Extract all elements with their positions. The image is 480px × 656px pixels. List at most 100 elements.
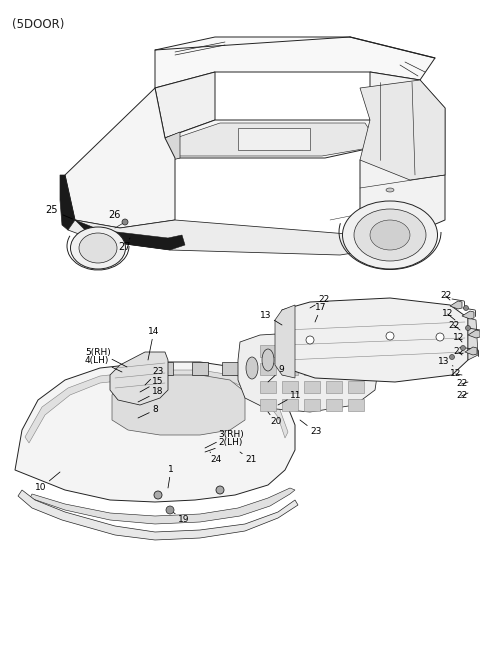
Polygon shape: [238, 332, 378, 412]
Polygon shape: [155, 37, 435, 88]
Text: 12: 12: [450, 369, 462, 379]
Circle shape: [122, 219, 128, 225]
Polygon shape: [60, 175, 75, 230]
Text: 5(RH): 5(RH): [85, 348, 127, 367]
Text: 22: 22: [453, 348, 464, 356]
Text: 12: 12: [453, 333, 464, 342]
Polygon shape: [326, 381, 342, 393]
Polygon shape: [260, 345, 276, 357]
Polygon shape: [360, 80, 445, 180]
Polygon shape: [238, 128, 310, 150]
Text: 25: 25: [45, 205, 72, 219]
Polygon shape: [282, 345, 298, 357]
Text: 22: 22: [310, 295, 329, 308]
Text: 11: 11: [278, 390, 301, 405]
Ellipse shape: [246, 357, 258, 379]
Ellipse shape: [262, 349, 274, 371]
Polygon shape: [282, 363, 298, 375]
Text: 2(LH): 2(LH): [205, 438, 242, 452]
Polygon shape: [165, 132, 180, 162]
Ellipse shape: [71, 227, 125, 269]
Text: 22: 22: [440, 291, 451, 300]
Circle shape: [166, 506, 174, 514]
Polygon shape: [260, 399, 276, 411]
Text: 22: 22: [448, 321, 460, 330]
Text: 1: 1: [168, 466, 174, 488]
Polygon shape: [326, 345, 342, 357]
Polygon shape: [170, 123, 380, 156]
Text: 21: 21: [240, 452, 256, 464]
Polygon shape: [112, 375, 245, 435]
Circle shape: [154, 491, 162, 499]
Polygon shape: [65, 88, 175, 228]
Polygon shape: [192, 362, 208, 375]
Polygon shape: [65, 218, 385, 255]
Text: 27: 27: [118, 238, 131, 252]
Polygon shape: [348, 345, 364, 357]
Polygon shape: [30, 488, 295, 524]
Text: 26: 26: [108, 210, 120, 220]
Ellipse shape: [386, 188, 394, 192]
Circle shape: [436, 333, 444, 341]
Text: 24: 24: [210, 452, 221, 464]
Polygon shape: [165, 120, 385, 158]
Text: 18: 18: [138, 388, 164, 402]
Text: 19: 19: [170, 510, 190, 525]
Polygon shape: [127, 362, 143, 375]
Polygon shape: [18, 490, 298, 540]
Circle shape: [460, 346, 466, 350]
Polygon shape: [468, 318, 478, 360]
Polygon shape: [326, 363, 342, 375]
Ellipse shape: [343, 201, 437, 269]
Polygon shape: [348, 381, 364, 393]
Polygon shape: [468, 330, 480, 338]
Text: 15: 15: [140, 377, 164, 392]
Text: 9: 9: [268, 365, 284, 382]
Polygon shape: [462, 311, 474, 319]
Text: 13: 13: [260, 310, 282, 325]
Circle shape: [464, 306, 468, 310]
Text: 4(LH): 4(LH): [85, 356, 122, 372]
Text: 8: 8: [138, 405, 158, 418]
Text: 23: 23: [300, 420, 322, 436]
Polygon shape: [75, 220, 185, 250]
Polygon shape: [260, 381, 276, 393]
Polygon shape: [280, 298, 468, 382]
Polygon shape: [282, 381, 298, 393]
Polygon shape: [304, 363, 320, 375]
Text: 20: 20: [268, 412, 281, 426]
Ellipse shape: [391, 203, 399, 207]
Text: 14: 14: [148, 327, 159, 360]
Polygon shape: [25, 370, 288, 443]
Polygon shape: [304, 381, 320, 393]
Polygon shape: [222, 362, 238, 375]
Ellipse shape: [354, 209, 426, 261]
Polygon shape: [282, 399, 298, 411]
Circle shape: [466, 325, 470, 331]
Polygon shape: [304, 345, 320, 357]
Text: (5DOOR): (5DOOR): [12, 18, 64, 31]
Polygon shape: [110, 352, 168, 405]
Text: 12: 12: [442, 310, 455, 320]
Polygon shape: [360, 72, 445, 240]
Text: 23: 23: [145, 367, 163, 385]
Circle shape: [216, 486, 224, 494]
Polygon shape: [155, 72, 215, 138]
Circle shape: [386, 332, 394, 340]
Circle shape: [306, 336, 314, 344]
Text: 22: 22: [456, 380, 468, 388]
Polygon shape: [326, 399, 342, 411]
Text: 17: 17: [315, 304, 326, 322]
Polygon shape: [304, 399, 320, 411]
Polygon shape: [275, 305, 295, 378]
Polygon shape: [157, 362, 173, 375]
Ellipse shape: [370, 220, 410, 250]
Polygon shape: [465, 347, 477, 355]
Circle shape: [449, 354, 455, 359]
Polygon shape: [348, 399, 364, 411]
Text: 10: 10: [35, 472, 60, 493]
Text: 13: 13: [438, 358, 453, 367]
Text: 3(RH): 3(RH): [205, 430, 244, 448]
Text: 22: 22: [456, 392, 468, 401]
Ellipse shape: [79, 233, 117, 263]
